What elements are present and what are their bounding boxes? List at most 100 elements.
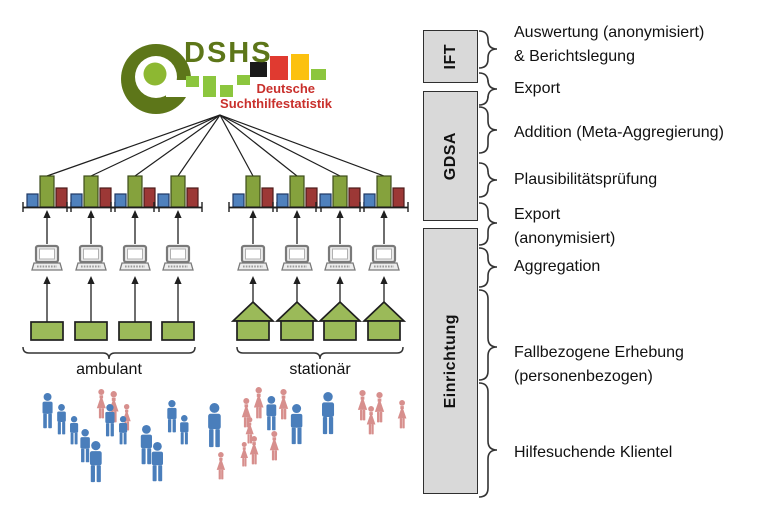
org-box-ift: IFT (423, 30, 478, 83)
annotation-line: Plausibilitätsprüfung (514, 171, 658, 188)
house-building-icon (323, 320, 357, 341)
up-arrow-building-to-laptop-head (131, 276, 139, 284)
laptop-screen (170, 248, 186, 260)
aggregation-line (219, 114, 385, 177)
person-icon-female (215, 452, 227, 480)
annotation-label: Export (514, 77, 560, 101)
up-arrow-building-to-laptop-head (293, 276, 301, 284)
logo-equalizer-bar-icon (186, 76, 199, 87)
person-icon-female (356, 390, 369, 421)
logo-equalizer-bar-icon (203, 76, 216, 97)
house-building-icon (236, 320, 270, 341)
up-arrow-building-to-laptop-head (249, 276, 257, 284)
person-icon-male (68, 416, 80, 445)
person-icon-male (87, 441, 105, 483)
aggregation-line (46, 114, 221, 177)
office-building-icon (118, 321, 152, 341)
person-icon-male (40, 393, 55, 429)
annotation-brace-2 (478, 106, 498, 154)
annotation-line: & Berichtslegung (514, 48, 635, 65)
laptop-screen (39, 248, 55, 260)
logo-subtitle: Deutsche Suchthilfestatistik (188, 81, 332, 111)
person-icon-male (264, 396, 279, 431)
person-icon-male (205, 403, 224, 448)
org-box-einrichtung: Einrichtung (423, 228, 478, 494)
annotation-brace-5 (478, 247, 498, 288)
person-icon-male (78, 429, 92, 463)
annotation-label: Fallbezogene Erhebung (personenbezogen) (514, 341, 684, 389)
person-icon-male (117, 416, 129, 445)
laptop-screen (83, 248, 99, 260)
person-icon-male (55, 404, 68, 435)
annotation-line: Aggregation (514, 258, 601, 275)
logo-subtitle-line2: Suchthilfestatistik (220, 96, 332, 111)
up-arrow-building-to-laptop-head (336, 276, 344, 284)
up-arrow-laptop-to-chart-head (174, 210, 182, 218)
annotation-line: (personenbezogen) (514, 368, 653, 385)
annotation-label: Addition (Meta-Aggregierung) (514, 121, 724, 145)
person-icon-male (103, 404, 117, 437)
annotation-label: Aggregation (514, 255, 600, 279)
aggregation-line (219, 114, 341, 177)
person-icon-female (248, 436, 260, 465)
up-arrow-building-to-laptop-head (43, 276, 51, 284)
person-icon-female (365, 406, 377, 435)
annotation-line: Export (514, 80, 561, 97)
aggregation-line (134, 114, 221, 177)
logo-flag-bar-icon (291, 54, 309, 80)
person-icon-female (268, 431, 281, 461)
office-building-icon (30, 321, 64, 341)
person-icon-female (244, 417, 255, 444)
person-icon-female (95, 389, 108, 419)
aggregation-line (90, 114, 221, 177)
annotation-brace-1 (478, 72, 498, 106)
person-icon-male (149, 442, 166, 482)
annotation-line: (anonymisiert) (514, 230, 616, 247)
up-arrow-laptop-to-chart-head (293, 210, 301, 218)
group-label-stationaer: stationär (289, 361, 351, 378)
logo-acronym: DSHS (184, 37, 273, 69)
annotation-label: Export (anonymisiert) (514, 203, 615, 251)
house-building-icon (367, 320, 401, 341)
up-arrow-laptop-to-chart-head (131, 210, 139, 218)
annotation-line: Fallbezogene Erhebung (514, 344, 684, 361)
annotation-brace-0 (478, 30, 498, 69)
office-building-icon (161, 321, 195, 341)
laptop-screen (127, 248, 143, 260)
person-icon-male (165, 400, 179, 433)
logo-equalizer-bar-icon (237, 75, 250, 85)
up-arrow-laptop-to-chart-head (380, 210, 388, 218)
person-icon-female (396, 400, 408, 429)
laptop-screen (332, 248, 348, 260)
laptop-screen (245, 248, 261, 260)
aggregation-line (219, 114, 254, 177)
annotation-line: Addition (Meta-Aggregierung) (514, 124, 724, 141)
aggregation-line (219, 114, 298, 177)
up-arrow-laptop-to-chart-head (336, 210, 344, 218)
annotation-brace-4 (478, 202, 498, 246)
up-arrow-building-to-laptop-head (380, 276, 388, 284)
annotation-line: Auswertung (anonymisiert) (514, 24, 705, 41)
annotation-line: Export (514, 206, 561, 223)
laptop-screen (289, 248, 305, 260)
annotation-label: Plausibilitätsprüfung (514, 168, 657, 192)
person-icon-male (138, 425, 155, 465)
up-arrow-laptop-to-chart-head (43, 210, 51, 218)
up-arrow-building-to-laptop-head (174, 276, 182, 284)
ambulant-group-brace (22, 346, 196, 360)
up-arrow-laptop-to-chart-head (249, 210, 257, 218)
office-building-icon (74, 321, 108, 341)
person-icon-female (252, 387, 265, 419)
annotation-brace-6 (478, 289, 498, 381)
annotation-brace-7 (478, 382, 498, 498)
annotation-line: Hilfesuchende Klientel (514, 444, 673, 461)
person-icon-female (373, 392, 386, 423)
org-box-gdsa: GDSA (423, 91, 478, 221)
person-icon-male (178, 415, 191, 445)
logo-equalizer-bar-icon (220, 85, 233, 97)
annotation-label: Hilfesuchende Klientel (514, 441, 672, 465)
logo-flag-bar-icon (250, 62, 267, 77)
